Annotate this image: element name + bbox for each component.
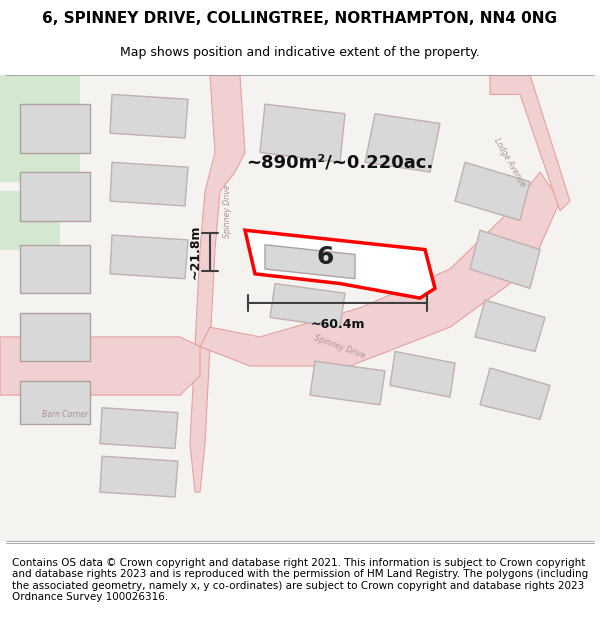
Polygon shape xyxy=(365,114,440,172)
Polygon shape xyxy=(200,172,560,366)
Polygon shape xyxy=(190,75,245,492)
Text: ~60.4m: ~60.4m xyxy=(310,318,365,331)
Polygon shape xyxy=(20,381,90,424)
Polygon shape xyxy=(270,284,345,328)
Polygon shape xyxy=(480,368,550,419)
Polygon shape xyxy=(490,75,570,211)
Text: Contains OS data © Crown copyright and database right 2021. This information is : Contains OS data © Crown copyright and d… xyxy=(12,558,588,602)
Polygon shape xyxy=(455,162,530,221)
Text: Spinney Drive: Spinney Drive xyxy=(313,333,367,360)
Polygon shape xyxy=(100,408,178,449)
Text: ~890m²/~0.220ac.: ~890m²/~0.220ac. xyxy=(247,153,434,171)
Polygon shape xyxy=(20,312,90,361)
Polygon shape xyxy=(260,104,345,162)
Text: Lodge Avenue: Lodge Avenue xyxy=(493,136,527,188)
Polygon shape xyxy=(470,230,540,288)
Text: 6: 6 xyxy=(316,246,334,269)
Polygon shape xyxy=(100,456,178,497)
Polygon shape xyxy=(110,235,188,279)
Polygon shape xyxy=(0,191,60,249)
Polygon shape xyxy=(20,245,90,293)
Polygon shape xyxy=(475,300,545,351)
Polygon shape xyxy=(390,351,455,397)
Polygon shape xyxy=(110,162,188,206)
Polygon shape xyxy=(245,230,435,298)
Polygon shape xyxy=(310,361,385,405)
Polygon shape xyxy=(0,75,600,541)
Polygon shape xyxy=(110,94,188,138)
Polygon shape xyxy=(20,104,90,152)
Text: Barn Corner: Barn Corner xyxy=(42,410,88,419)
Text: Spinney Drive: Spinney Drive xyxy=(223,184,233,238)
Text: Map shows position and indicative extent of the property.: Map shows position and indicative extent… xyxy=(120,46,480,59)
Polygon shape xyxy=(0,337,200,395)
Text: ~21.8m: ~21.8m xyxy=(189,225,202,279)
Text: 6, SPINNEY DRIVE, COLLINGTREE, NORTHAMPTON, NN4 0NG: 6, SPINNEY DRIVE, COLLINGTREE, NORTHAMPT… xyxy=(43,11,557,26)
Polygon shape xyxy=(265,245,355,279)
Polygon shape xyxy=(20,172,90,221)
Polygon shape xyxy=(0,75,80,182)
